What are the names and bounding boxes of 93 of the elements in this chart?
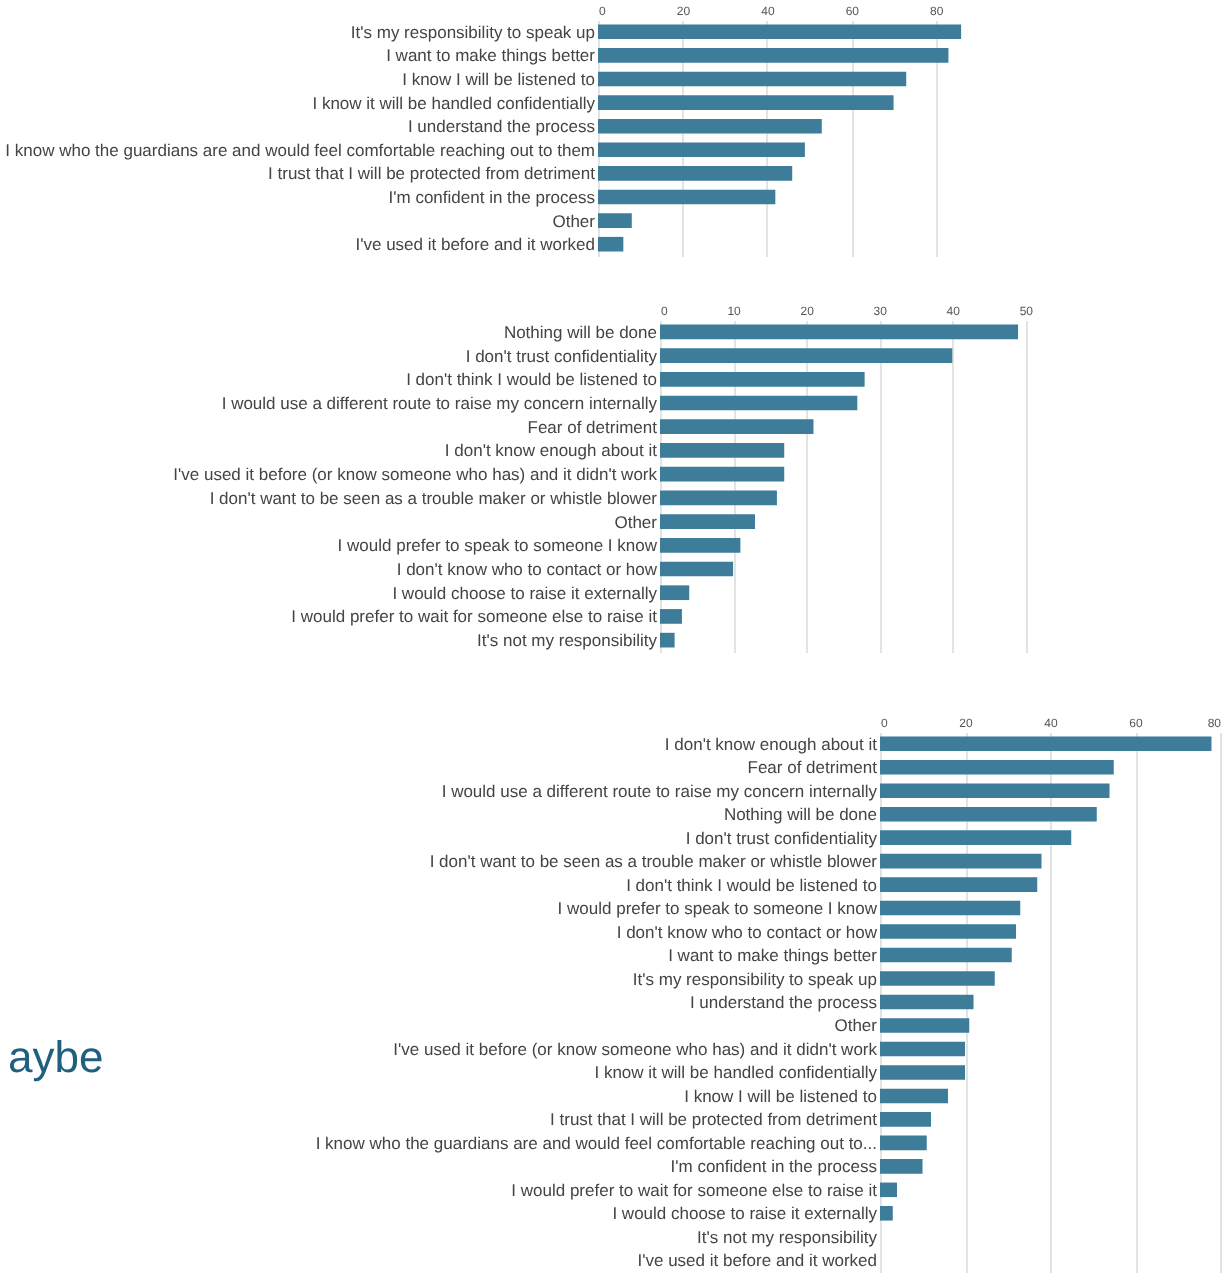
y-tick-label: I know I will be listened to	[684, 1085, 878, 1106]
y-tick-label: I've used it before (or know someone who has) and it didn't work	[173, 464, 659, 485]
bar	[598, 95, 894, 110]
bar	[880, 900, 1021, 916]
y-tick-label: I trust that I will be protected from detriment	[268, 163, 597, 184]
bar	[880, 1065, 965, 1080]
bar	[880, 1135, 927, 1151]
bar	[880, 1159, 923, 1174]
y-tick-label: It's my responsibility to speak up	[350, 21, 596, 42]
y-tick-label: I don't think I would be listened to	[626, 874, 878, 895]
bar	[880, 759, 1114, 775]
bar	[660, 609, 682, 624]
y-tick-label: I don't know enough about it	[444, 440, 659, 461]
bar	[880, 1041, 965, 1057]
y-tick-label: Nothing will be done	[723, 804, 878, 825]
bar	[880, 971, 995, 986]
bar	[598, 48, 949, 63]
y-tick-label: I want to make things better	[668, 945, 878, 966]
bar	[598, 118, 822, 134]
bar	[880, 924, 1016, 939]
bar	[660, 537, 741, 553]
y-tick-label: I would prefer to wait for someone else to raise it	[291, 606, 659, 627]
bar	[660, 348, 953, 363]
bar	[880, 783, 1110, 798]
bar	[660, 585, 690, 601]
y-tick-label: Nothing will be done	[503, 321, 658, 342]
y-tick-label: I don't trust confidentiality	[685, 827, 879, 848]
y-tick-label: It's my responsibility to speak up	[632, 968, 878, 989]
y-tick-label: I would prefer to speak to someone I know	[557, 898, 879, 919]
bar	[598, 142, 805, 158]
bar	[880, 736, 1212, 752]
bar	[880, 1018, 970, 1033]
bar	[598, 189, 776, 205]
bar	[880, 994, 974, 1010]
y-tick-label: I've used it before (or know someone who has) and it didn't work	[393, 1038, 879, 1059]
bar	[880, 1088, 948, 1104]
y-tick-label: I know it will be handled confidentially	[594, 1062, 879, 1083]
y-tick-label: I don't trust confidentiality	[465, 345, 659, 366]
bar	[660, 324, 1019, 340]
y-tick-label: I want to make things better	[386, 45, 596, 66]
y-tick-label: I don't think I would be listened to	[406, 369, 658, 390]
bar	[880, 853, 1042, 869]
y-tick-label: Fear of detriment	[527, 416, 659, 437]
y-tick-label: I know who the guardians are and would feel comfortable reaching out to...	[315, 1132, 877, 1153]
y-tick-label: I would prefer to wait for someone else to raise it	[511, 1179, 879, 1200]
y-tick-label: Fear of detriment	[747, 757, 879, 778]
y-tick-label: I understand the process	[689, 992, 877, 1012]
y-tick-label: I know I will be listened to	[402, 69, 596, 89]
y-tick-label: I would use a different route to raise my concern internally	[221, 393, 659, 413]
y-tick-label: Other	[834, 1015, 878, 1036]
bar	[880, 1182, 897, 1198]
bar	[660, 443, 785, 458]
bar	[880, 1206, 893, 1221]
bar	[880, 1112, 931, 1127]
y-tick-label: I'm confident in the process	[388, 187, 595, 207]
bar	[598, 236, 624, 252]
bar	[660, 371, 865, 387]
bar	[660, 490, 777, 506]
y-tick-label: I understand the process	[407, 116, 595, 137]
y-tick-label: Other	[552, 210, 596, 231]
bar	[660, 514, 755, 529]
bar	[598, 24, 962, 40]
bar	[660, 561, 734, 577]
y-tick-label: I would choose to raise it externally	[612, 1203, 879, 1224]
y-tick-label: I would choose to raise it externally	[392, 582, 659, 603]
y-tick-label: I would use a different route to raise my concern internally	[441, 780, 879, 801]
y-tick-label: I know who the guardians are and would feel comfortable reaching out to them	[5, 139, 595, 160]
bar	[598, 166, 793, 181]
y-tick-label: I trust that I will be protected from detriment	[550, 1109, 879, 1130]
y-tick-label: I've used it before and it worked	[637, 1250, 878, 1271]
bar	[880, 877, 1038, 892]
y-tick-label: I don't know who to contact or how	[616, 921, 879, 942]
y-tick-label: It's not my responsibility	[697, 1226, 879, 1247]
y-tick-label: I don't know enough about it	[664, 733, 879, 754]
bar	[880, 947, 1012, 963]
bar	[660, 466, 785, 482]
bar	[880, 806, 1097, 822]
bar	[660, 395, 858, 411]
bar	[880, 830, 1072, 845]
y-tick-label: Other	[614, 511, 658, 532]
bar	[660, 632, 675, 648]
y-tick-label: I would prefer to speak to someone I know	[337, 535, 659, 556]
y-tick-label: I don't want to be seen as a trouble maker or whistle blower	[209, 487, 658, 508]
y-tick-label: I don't know who to contact or how	[396, 559, 659, 579]
y-tick-label: I'm confident in the process	[670, 1156, 877, 1177]
text: aybe	[8, 1032, 104, 1084]
y-tick-label: It's not my responsibility	[477, 630, 659, 651]
y-tick-label: I don't want to be seen as a trouble maker or whistle blower	[429, 851, 878, 872]
bar	[598, 71, 907, 87]
bar	[598, 213, 632, 228]
bar	[660, 419, 814, 435]
y-tick-label: I know it will be handled confidentially	[312, 92, 597, 113]
y-tick-label: I've used it before and it worked	[355, 234, 596, 255]
